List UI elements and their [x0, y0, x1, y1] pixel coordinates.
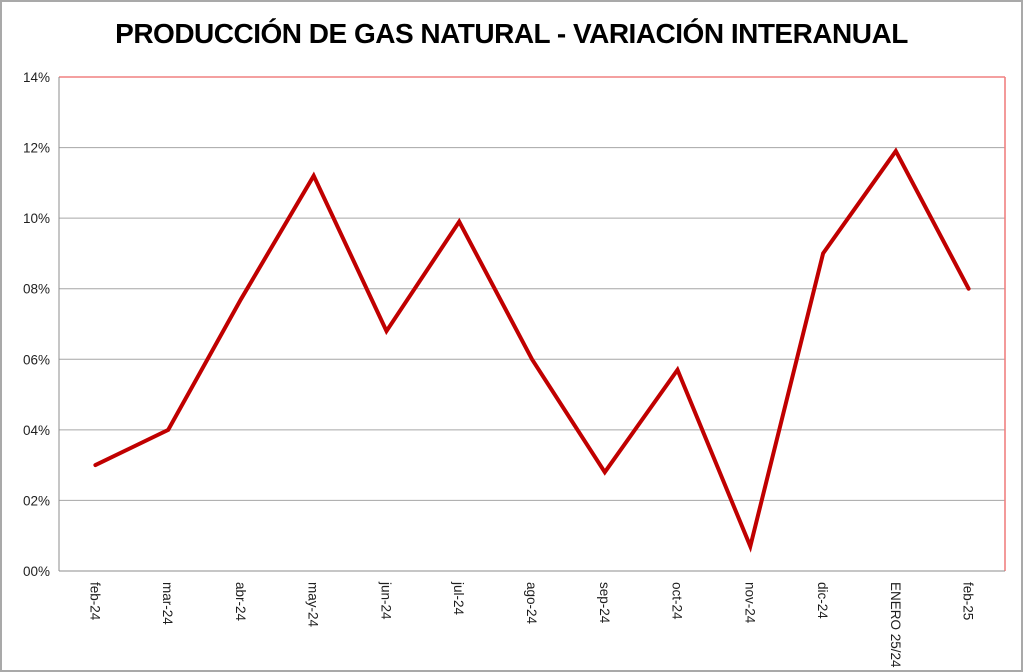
y-tick-label: 10% [23, 211, 50, 226]
x-tick-label: ENERO 25/24 [888, 582, 903, 668]
y-tick-label: 02% [23, 493, 50, 508]
data-series-line [93, 147, 971, 553]
x-tick-label: jun-24 [378, 581, 393, 620]
x-tick-label: oct-24 [670, 582, 685, 620]
x-tick-label: feb-24 [87, 582, 102, 621]
x-tick-label: jul-24 [451, 581, 466, 616]
x-tick-label: nov-24 [742, 582, 757, 624]
x-tick-label: mar-24 [160, 582, 175, 625]
y-tick-label: 00% [23, 564, 50, 579]
y-tick-label: 04% [23, 423, 50, 438]
y-tick-label: 12% [23, 141, 50, 156]
x-tick-label: ago-24 [524, 582, 539, 625]
x-tick-label: dic-24 [815, 582, 830, 619]
x-tick-label: feb-25 [961, 582, 976, 620]
y-tick-label: 06% [23, 352, 50, 367]
y-tick-label: 14% [23, 70, 50, 85]
y-tick-label: 08% [23, 282, 50, 297]
x-tick-label: abr-24 [233, 582, 248, 622]
x-tick-label: sep-24 [597, 582, 612, 624]
chart-title: PRODUCCIÓN DE GAS NATURAL - VARIACIÓN IN… [115, 18, 908, 49]
x-tick-label: may-24 [306, 582, 321, 628]
